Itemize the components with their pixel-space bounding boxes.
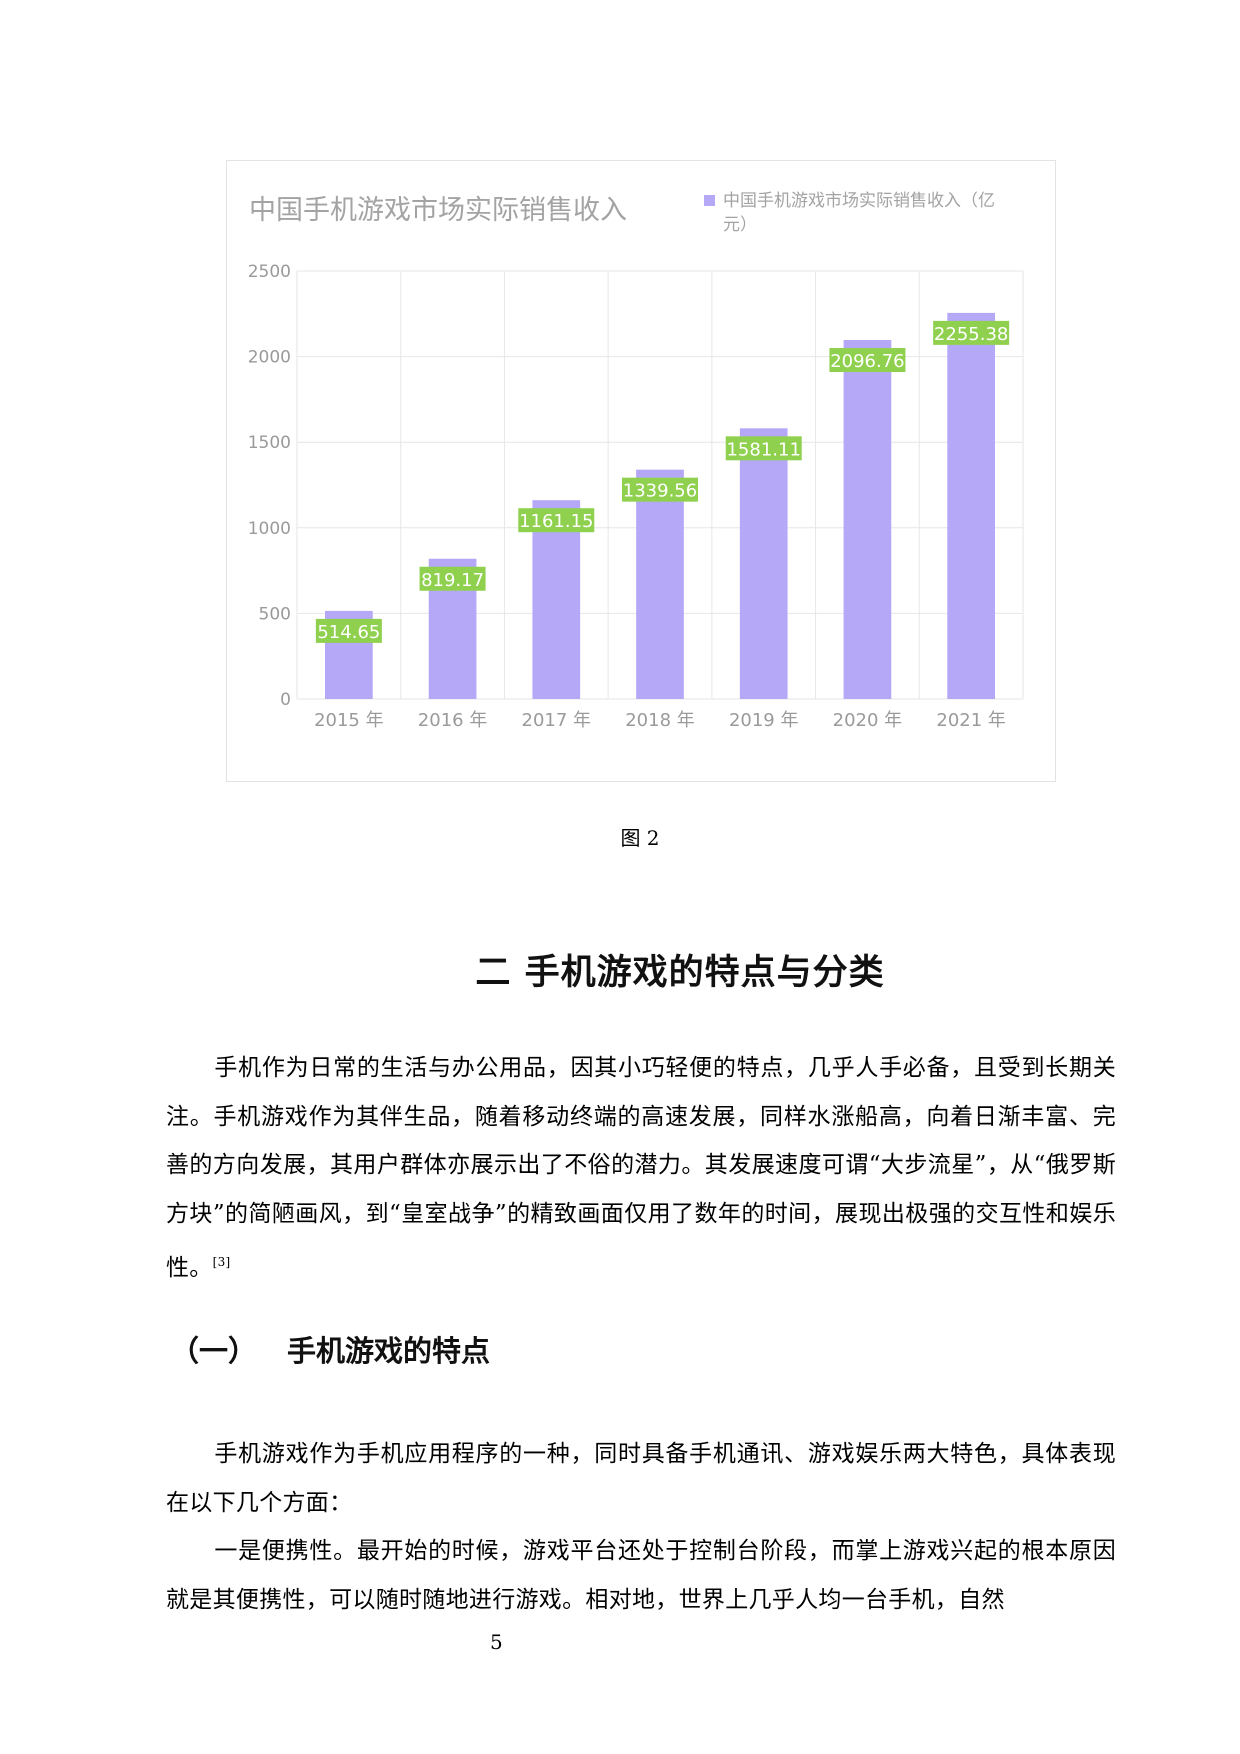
subsection-title: 手机游戏的特点	[287, 1334, 491, 1368]
legend-label: 中国手机游戏市场实际销售收入（亿	[723, 191, 995, 211]
data-label: 2255.38	[934, 324, 1008, 345]
paragraph-portability: 一是便携性。最开始的时候，游戏平台还处于控制台阶段，而掌上游戏兴起的根本原因就是…	[166, 1527, 1116, 1624]
data-label: 2096.76	[830, 351, 904, 372]
chart-title: 中国手机游戏市场实际销售收入	[249, 195, 627, 226]
bar	[532, 500, 581, 699]
paragraph-intro: 手机作为日常的生活与办公用品，因其小巧轻便的特点，几乎人手必备，且受到长期关注。…	[166, 1044, 1116, 1293]
bar	[947, 312, 995, 699]
subsection-heading: （一） 手机游戏的特点	[170, 1328, 490, 1370]
x-tick-label: 2021 年	[936, 710, 1006, 731]
figure-caption: 图 2	[620, 826, 660, 850]
data-label: 1581.11	[726, 439, 800, 460]
y-tick-label: 500	[259, 604, 291, 624]
paragraph-features-intro-text: 手机游戏作为手机应用程序的一种，同时具备手机通讯、游戏娱乐两大特色，具体表现在以…	[166, 1441, 1116, 1516]
y-tick-label: 1000	[248, 519, 291, 539]
x-tick-label: 2019 年	[729, 710, 799, 731]
x-tick-label: 2016 年	[418, 710, 488, 731]
data-label: 1161.15	[519, 511, 593, 532]
data-label-bg	[518, 508, 595, 533]
paragraph-features-intro: 手机游戏作为手机应用程序的一种，同时具备手机通讯、游戏娱乐两大特色，具体表现在以…	[166, 1430, 1116, 1527]
data-label-bg	[419, 566, 486, 591]
bar	[636, 469, 684, 699]
data-label-bg	[933, 320, 1010, 345]
paragraph-intro-text: 手机作为日常的生活与办公用品，因其小巧轻便的特点，几乎人手必备，且受到长期关注。…	[166, 1055, 1116, 1281]
data-label: 514.65	[317, 622, 380, 643]
data-label-bg	[725, 436, 802, 461]
chart-container: 中国手机游戏市场实际销售收入 中国手机游戏市场实际销售收入（亿 元） 0 500 1000…	[226, 160, 1056, 782]
legend-label-cont: 元）	[723, 215, 757, 235]
data-label-bg	[829, 348, 906, 373]
x-tick-label: 2017 年	[522, 710, 592, 731]
y-tick-label: 2500	[248, 262, 291, 282]
data-label: 1339.56	[623, 481, 697, 502]
bar-chart: 中国手机游戏市场实际销售收入 中国手机游戏市场实际销售收入（亿元） 0 500 1000…	[248, 191, 1024, 731]
bar	[843, 340, 892, 699]
paragraph-portability-text: 一是便携性。最开始的时候，游戏平台还处于控制台阶段，而掌上游戏兴起的根本原因就是…	[166, 1538, 1116, 1613]
x-tick-label: 2018 年	[625, 710, 695, 731]
page-number: 5	[490, 1630, 503, 1654]
bar	[739, 428, 788, 699]
data-label: 819.17	[421, 570, 484, 591]
legend-swatch	[704, 195, 715, 206]
y-tick-label: 1500	[248, 433, 291, 453]
data-label-bg	[315, 618, 382, 643]
data-label-bg	[622, 477, 698, 502]
section-heading: 二 手机游戏的特点与分类	[475, 953, 885, 993]
y-tick-label: 2000	[248, 348, 291, 368]
x-tick-label: 2020 年	[833, 710, 903, 731]
x-tick-label: 2015 年	[314, 710, 384, 731]
subsection-number: （一）	[170, 1334, 258, 1368]
citation-mark: [3]	[212, 1255, 231, 1269]
y-tick-label: 0	[280, 690, 291, 710]
